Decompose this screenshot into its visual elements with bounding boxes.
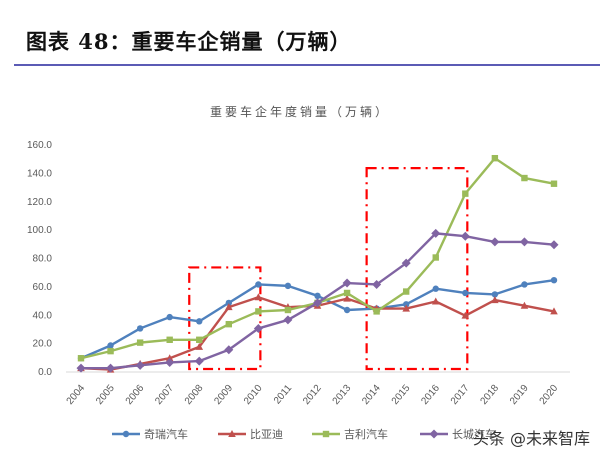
- x-tick-label: 2009: [212, 383, 235, 407]
- svg-text:长城汽车: 长城汽车: [452, 427, 496, 441]
- series-circle: [77, 277, 558, 362]
- watermark: 头条 @未来智库: [472, 429, 590, 448]
- y-tick-label: 120.0: [27, 197, 52, 208]
- y-tick-label: 160.0: [27, 140, 52, 151]
- y-tick-label: 0.0: [38, 367, 52, 378]
- y-tick-label: 60.0: [33, 282, 53, 293]
- figure-title: 图表 48：重要车企销量（万辆）: [26, 29, 352, 54]
- y-tick-label: 20.0: [33, 339, 53, 350]
- legend-item: 奇瑞汽车: [112, 427, 188, 441]
- y-tick-label: 100.0: [27, 225, 52, 236]
- series-diamond: [76, 228, 559, 373]
- legend: 奇瑞汽车 比亚迪 吉利汽车 长城汽车: [112, 427, 496, 441]
- svg-text:比亚迪: 比亚迪: [250, 428, 283, 441]
- highlight-box: [188, 266, 262, 371]
- chart-title: 重要车企年度销量（万辆）: [209, 105, 390, 119]
- x-tick-label: 2008: [183, 383, 206, 407]
- y-tick-label: 140.0: [27, 168, 52, 179]
- x-tick-label: 2013: [331, 383, 354, 407]
- x-tick-label: 2004: [65, 383, 88, 407]
- x-tick-label: 2019: [508, 383, 531, 407]
- x-tick-label: 2017: [449, 383, 472, 407]
- x-tick-label: 2011: [272, 383, 295, 407]
- x-axis: 2004 2005 2006 2007 2008 2009 2010 2011 2012 2013…: [65, 383, 561, 407]
- legend-item: 长城汽车: [420, 427, 496, 441]
- x-tick-label: 2005: [94, 383, 117, 407]
- highlight-boxes: [188, 167, 469, 371]
- x-tick-label: 2016: [419, 383, 442, 407]
- title-divider: [14, 64, 600, 66]
- legend-item: 吉利汽车: [312, 427, 388, 441]
- x-tick-label: 2010: [242, 383, 265, 407]
- x-tick-label: 2018: [478, 383, 501, 407]
- series-lines: [76, 154, 559, 373]
- legend-item: 比亚迪: [218, 428, 283, 441]
- highlight-box: [365, 167, 469, 371]
- x-tick-label: 2014: [360, 383, 383, 407]
- x-tick-label: 2006: [124, 383, 147, 407]
- series-square: [77, 154, 558, 362]
- y-axis: 0.0 20.0 40.0 60.0 80.0 100.0 120.0 140.0 160.0: [27, 140, 52, 378]
- y-tick-label: 80.0: [33, 254, 53, 265]
- x-tick-label: 2012: [301, 383, 324, 407]
- svg-text:吉利汽车: 吉利汽车: [344, 427, 388, 441]
- x-tick-label: 2015: [390, 383, 413, 407]
- y-tick-label: 40.0: [33, 310, 53, 321]
- x-tick-label: 2007: [153, 383, 176, 407]
- svg-text:奇瑞汽车: 奇瑞汽车: [144, 427, 188, 441]
- x-tick-label: 2020: [538, 383, 561, 407]
